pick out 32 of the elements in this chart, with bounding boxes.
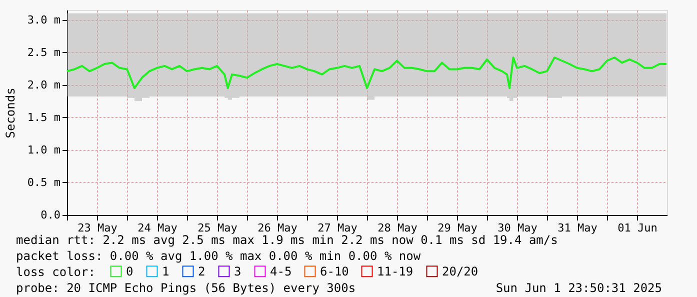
legend-label: 2 [198,264,206,278]
y-tick-label: 1.0 m [27,143,61,156]
x-tick-label: 29 May [438,222,478,234]
line-series [66,56,668,90]
y-tick-label: 2.5 m [27,46,61,59]
legend-label: 11-19 [377,264,414,278]
legend-label: 20/20 [442,264,478,278]
y-tick-label: 0.0 [40,208,60,222]
x-tick-label: 23 May [78,222,118,234]
x-tick-label: 01 Jun [618,222,658,234]
y-tick-label: 0.5 m [27,176,61,189]
legend-label: 6-10 [320,264,349,278]
legend-label: 4-5 [270,264,292,278]
y-tick-label: 2.0 m [27,78,61,92]
text: median rtt: 2.2 ms avg 2.5 ms max 1.9 ms min 2.2 ms now 0.1 ms sd 19.4 am/s [16,233,558,247]
x-tick-label: 31 May [558,222,598,234]
x-tick-label: 25 May [198,222,238,234]
y-axis-title: Seconds [3,88,18,138]
text: probe: 20 ICMP Echo Pings (56 Bytes) every 300s [16,281,356,295]
y-tick-label: 3.0 m [27,13,61,26]
x-tick-label: 30 May [498,222,538,234]
legend-label: 3 [234,264,242,278]
x-tick-label: 27 May [318,222,358,234]
y-tick-label: 1.5 m [27,110,61,124]
legend-title: loss color: [16,265,96,279]
x-tick-label: 28 May [378,222,418,234]
x-tick-label: 24 May [138,222,178,234]
legend-label: 1 [162,264,170,278]
text: packet loss: 0.00 % avg 1.00 % max 0.00 % min 0.00 % now [16,249,422,263]
text: Sun Jun 1 23:50:31 2025 [496,281,662,295]
legend-label: 0 [126,264,134,278]
x-tick-label: 26 May [258,222,298,234]
